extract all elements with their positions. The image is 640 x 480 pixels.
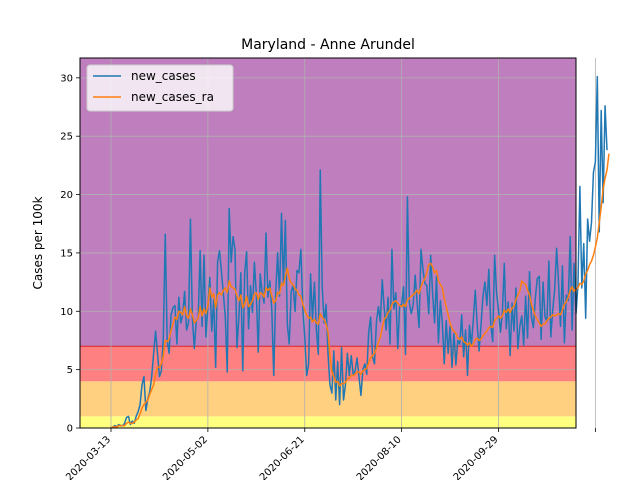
- y-tick-label-4: 20: [60, 190, 73, 201]
- threshold-bands: [80, 58, 576, 428]
- legend-label-new-cases: new_cases: [131, 69, 196, 83]
- y-axis-label: Cases per 100k: [31, 196, 45, 289]
- x-tick-label-2: 2020-06-21: [258, 434, 307, 480]
- y-tick-label-5: 25: [60, 132, 73, 143]
- plot-frame: [79, 57, 577, 429]
- chart-title: Maryland - Anne Arundel: [241, 37, 415, 53]
- x-tick-label-3: 2020-08-10: [355, 434, 404, 480]
- x-tick-label-4: 2020-09-29: [452, 434, 501, 480]
- band-1: [80, 381, 576, 417]
- legend-label-new-cases-ra: new_cases_ra: [131, 90, 214, 104]
- y-axis: 0 5 10 15 20 25 30: [60, 73, 80, 435]
- series-line-new-cases: [110, 75, 608, 429]
- y-tick-label-1: 5: [67, 365, 73, 376]
- series-lines: [110, 75, 610, 429]
- y-tick-label-2: 10: [60, 307, 73, 318]
- y-tick-label-3: 15: [60, 248, 73, 259]
- x-axis: 2020-03-13 2020-05-02 2020-06-21 2020-08-10…: [64, 428, 596, 480]
- y-tick-label-6: 30: [60, 73, 73, 84]
- band-0: [80, 416, 576, 428]
- x-tick-label-0: 2020-03-13: [64, 434, 113, 480]
- legend: new_cases new_cases_ra: [86, 64, 234, 112]
- series-line-new-cases-ra: [110, 153, 610, 429]
- y-tick-label-0: 0: [67, 424, 73, 435]
- legend-box: [86, 64, 234, 112]
- x-tick-label-1: 2020-05-02: [161, 434, 210, 480]
